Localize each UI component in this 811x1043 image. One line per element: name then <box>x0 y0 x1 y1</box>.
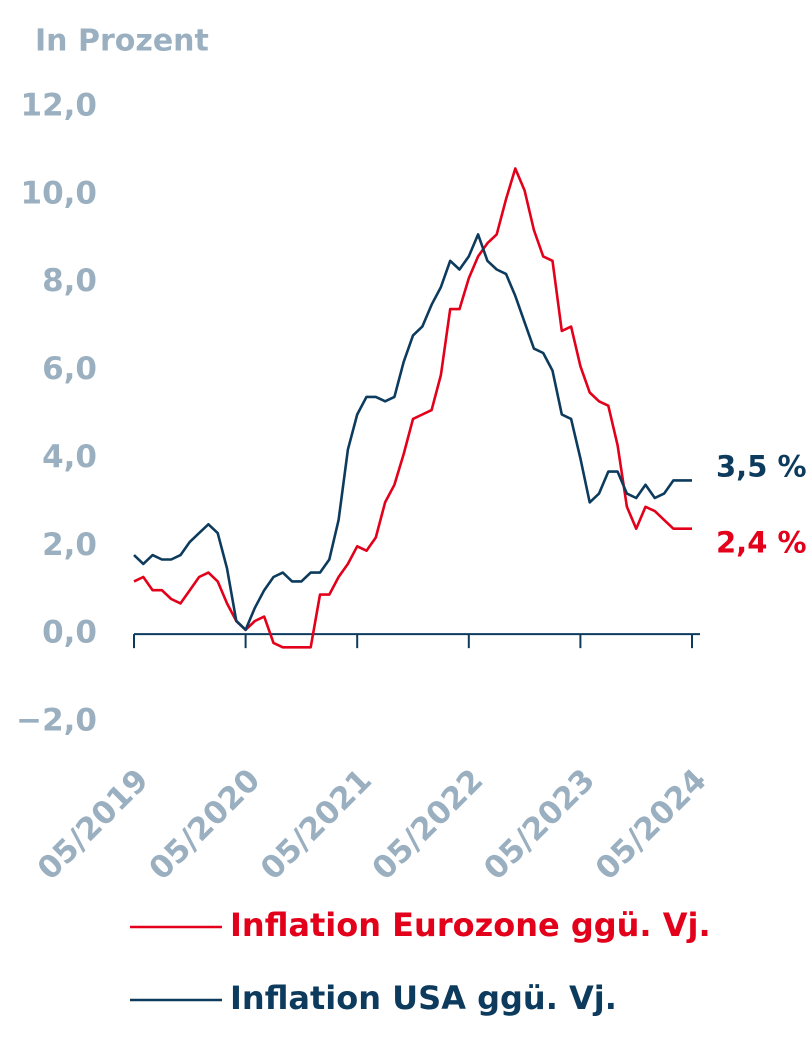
y-tick-label: 6,0 <box>42 351 97 387</box>
y-tick-label: 0,0 <box>42 615 97 651</box>
x-tick-label: 05/2023 <box>477 762 602 887</box>
y-tick-label: −2,0 <box>16 703 97 739</box>
y-tick-label: 8,0 <box>42 263 97 299</box>
y-tick-label: 10,0 <box>21 175 98 211</box>
y-tick-label: 2,0 <box>42 527 97 563</box>
series-line <box>133 167 692 649</box>
x-tick-label: 05/2020 <box>142 762 267 887</box>
end-label: 3,5 % <box>716 449 807 483</box>
legend-label: Inflation Eurozone ggü. Vj. <box>230 906 711 944</box>
series-line <box>133 233 692 632</box>
x-tick-label: 05/2021 <box>254 762 379 887</box>
x-tick-label: 05/2019 <box>31 762 156 887</box>
x-tick-label: 05/2024 <box>589 762 714 887</box>
y-tick-label: 12,0 <box>21 88 98 124</box>
x-tick-label: 05/2022 <box>365 762 490 887</box>
y-tick-label: 4,0 <box>42 439 97 475</box>
legend-label: Inflation USA ggü. Vj. <box>230 979 617 1017</box>
end-label: 2,4 % <box>716 526 807 560</box>
chart-title: In Prozent <box>35 24 209 59</box>
